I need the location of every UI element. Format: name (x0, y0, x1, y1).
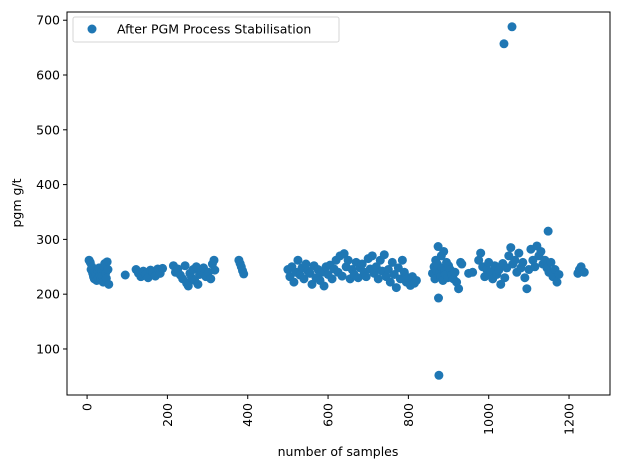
data-point (357, 259, 367, 269)
x-tick-label: 1200 (562, 403, 577, 435)
data-point (373, 274, 383, 284)
data-point (514, 248, 524, 258)
data-point (520, 273, 530, 283)
data-point (307, 279, 317, 289)
data-point (500, 273, 510, 283)
data-point (507, 22, 517, 32)
data-point (510, 255, 520, 265)
data-point (327, 274, 337, 284)
x-tick-label: 0 (80, 403, 95, 411)
data-point (120, 270, 130, 280)
data-point (337, 271, 347, 281)
data-point (536, 246, 546, 256)
data-point (474, 255, 484, 265)
data-point (183, 281, 193, 291)
data-point (385, 277, 395, 287)
legend-label: After PGM Process Stabilisation (117, 22, 311, 37)
data-point (434, 293, 444, 303)
data-point (506, 243, 516, 253)
data-point (454, 284, 464, 294)
data-point (554, 269, 564, 279)
legend: After PGM Process Stabilisation (72, 16, 340, 43)
data-point (353, 273, 363, 283)
y-tick-label: 300 (36, 232, 60, 247)
data-point (104, 279, 114, 289)
data-point (210, 265, 220, 275)
x-axis-label: number of samples (278, 444, 399, 459)
data-point (518, 257, 528, 267)
data-point (293, 255, 303, 265)
data-point (180, 261, 190, 271)
data-point (103, 265, 113, 275)
data-point (289, 277, 299, 287)
data-point (387, 257, 397, 267)
x-axis-ticks: 0 200 400 600 800 1000 1200 (80, 395, 577, 435)
x-tick-label: 800 (401, 403, 416, 427)
data-point (397, 255, 407, 265)
data-point (450, 267, 460, 277)
data-point (319, 281, 329, 291)
plot-frame (66, 11, 611, 396)
y-axis-ticks: 100 200 300 400 500 600 700 (36, 13, 67, 356)
y-tick-label: 400 (36, 177, 60, 192)
legend-box (72, 16, 340, 43)
data-point (494, 265, 504, 275)
data-point (301, 259, 311, 269)
data-point (339, 249, 349, 259)
x-tick-label: 600 (321, 403, 336, 427)
data-point (379, 250, 389, 260)
data-point (299, 274, 309, 284)
data-point (476, 248, 486, 258)
data-point (383, 265, 393, 275)
legend-marker (87, 24, 97, 34)
data-point (468, 267, 478, 277)
data-point (499, 39, 509, 49)
data-point (579, 267, 589, 277)
data-point (193, 279, 203, 289)
data-point (530, 262, 540, 272)
data-point (102, 257, 112, 267)
data-point (457, 259, 467, 269)
data-point (209, 255, 219, 265)
data-point (239, 269, 249, 279)
data-point (367, 251, 377, 261)
data-point (411, 275, 421, 285)
data-point (391, 283, 401, 293)
data-point (206, 274, 216, 284)
data-point (546, 257, 556, 267)
x-tick-label: 200 (160, 403, 175, 427)
data-point (158, 263, 168, 273)
x-tick-label: 1000 (481, 403, 496, 435)
data-point (439, 246, 449, 256)
data-point (361, 272, 371, 282)
data-point (496, 279, 506, 289)
y-tick-label: 600 (36, 68, 60, 83)
x-tick-label: 400 (240, 403, 255, 427)
data-point (434, 370, 444, 380)
y-tick-label: 500 (36, 122, 60, 137)
y-axis-label: pgm g/t (9, 178, 24, 227)
data-point (543, 226, 553, 236)
y-tick-label: 100 (36, 341, 60, 356)
data-point (522, 284, 532, 294)
scatter-points (84, 22, 589, 380)
y-tick-label: 700 (36, 13, 60, 28)
data-point (343, 255, 353, 265)
y-tick-label: 200 (36, 287, 60, 302)
data-point (552, 277, 562, 287)
